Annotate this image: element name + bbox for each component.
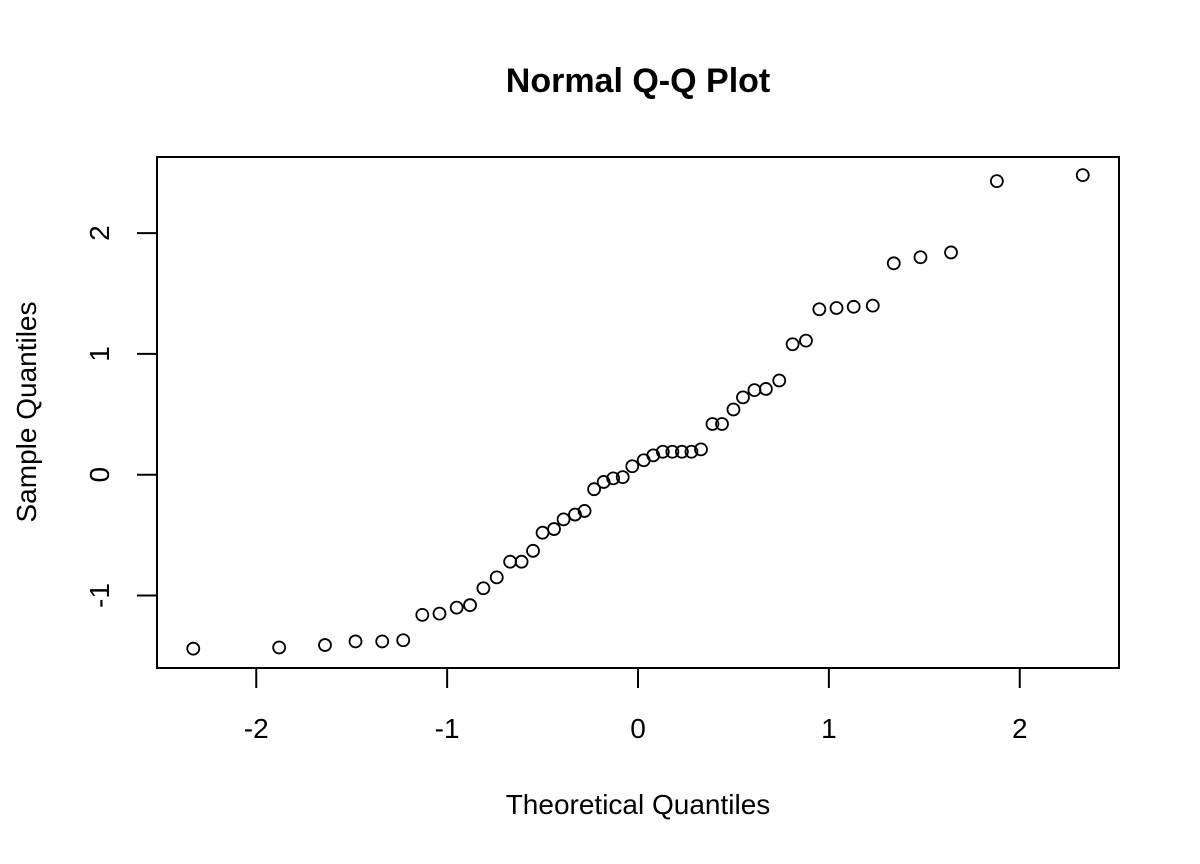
- data-point: [503, 554, 518, 569]
- data-point: [913, 250, 928, 265]
- data-point: [726, 402, 741, 417]
- data-point: [715, 417, 729, 431]
- data-point: [596, 475, 611, 489]
- data-point: [989, 174, 1004, 189]
- data-point: [694, 442, 708, 457]
- data-point: [318, 638, 332, 652]
- data-point: [568, 507, 582, 522]
- data-point: [675, 444, 689, 459]
- data-point: [799, 333, 813, 348]
- data-point: [684, 444, 699, 459]
- y-tick-label: 1: [84, 346, 115, 362]
- data-point: [655, 444, 670, 459]
- data-point: [463, 598, 477, 613]
- data-point: [186, 641, 201, 656]
- y-tick-label: -1: [84, 583, 115, 608]
- x-tick-label: 1: [821, 713, 837, 744]
- data-point: [736, 390, 750, 405]
- data-point: [526, 543, 540, 558]
- data-point: [665, 444, 680, 459]
- data-point: [944, 245, 958, 260]
- data-point: [615, 470, 630, 485]
- data-point: [606, 471, 621, 486]
- data-point: [556, 512, 571, 527]
- data-point: [375, 634, 390, 649]
- data-point: [272, 640, 287, 655]
- data-point: [785, 337, 800, 352]
- data-point: [396, 633, 411, 648]
- data-point: [432, 606, 447, 621]
- data-point: [646, 448, 661, 463]
- data-point: [758, 382, 773, 396]
- y-axis-label: Sample Quantiles: [11, 301, 42, 522]
- data-point: [1075, 168, 1090, 183]
- data-point: [514, 554, 529, 569]
- data-point: [587, 482, 601, 497]
- data-point: [489, 570, 504, 585]
- data-points: [186, 168, 1090, 656]
- data-point: [829, 301, 844, 315]
- data-point: [625, 459, 640, 474]
- data-point: [577, 504, 592, 518]
- y-tick-label: 2: [84, 225, 115, 241]
- plot-frame: [156, 156, 1120, 669]
- x-axis-label: Theoretical Quantiles: [506, 789, 771, 820]
- data-point: [772, 373, 787, 388]
- data-point: [476, 581, 491, 596]
- data-point: [415, 607, 430, 622]
- data-point: [348, 634, 363, 649]
- data-point: [449, 600, 464, 615]
- data-point: [547, 522, 561, 536]
- data-point: [846, 299, 861, 314]
- x-tick-label: -2: [244, 713, 269, 744]
- y-tick-label: 0: [84, 467, 115, 483]
- x-tick-label: 2: [1012, 713, 1028, 744]
- data-point: [535, 525, 550, 540]
- data-point: [705, 417, 720, 431]
- x-tick-label: 0: [630, 713, 646, 744]
- data-point: [886, 256, 901, 271]
- data-point: [812, 302, 827, 317]
- data-point: [865, 298, 880, 313]
- data-point: [747, 383, 762, 398]
- y-axis: -1 0 1 2: [84, 225, 158, 608]
- chart-title: Normal Q-Q Plot: [506, 62, 770, 100]
- x-tick-label: -1: [435, 713, 460, 744]
- x-axis: -2 -1 0 1 2: [244, 667, 1028, 744]
